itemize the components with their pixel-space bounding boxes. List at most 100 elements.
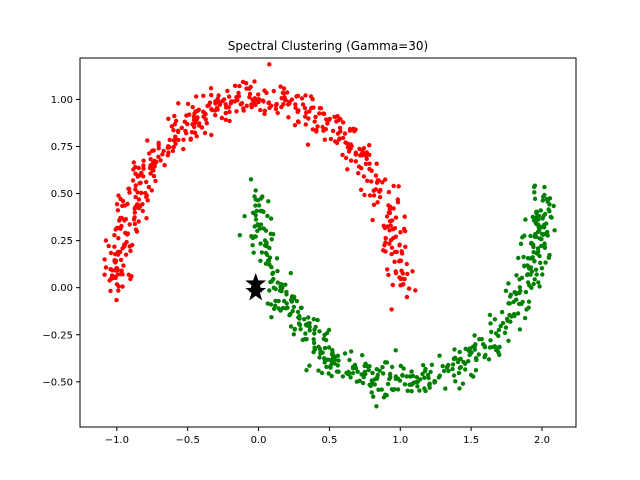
data-point <box>321 111 326 116</box>
plot-frame <box>79 57 577 428</box>
data-point <box>252 194 257 199</box>
data-point <box>302 317 307 322</box>
data-point <box>389 364 395 370</box>
data-point <box>244 103 249 109</box>
data-point <box>175 128 181 133</box>
data-point <box>516 255 521 261</box>
data-point <box>367 193 373 198</box>
data-point <box>350 370 356 376</box>
y-tick-label: 0.50 <box>51 189 73 200</box>
data-point <box>466 359 471 364</box>
data-point <box>361 174 367 179</box>
data-point <box>125 231 130 236</box>
data-point <box>237 233 242 238</box>
data-point <box>446 368 451 374</box>
data-point <box>524 307 529 312</box>
data-point <box>140 208 145 214</box>
data-point <box>415 384 420 389</box>
data-point <box>240 79 246 85</box>
data-point <box>194 117 200 122</box>
data-point <box>307 328 312 333</box>
data-point <box>542 222 547 227</box>
data-point <box>337 137 342 142</box>
data-point <box>145 138 150 143</box>
data-point <box>304 323 310 328</box>
data-point <box>342 131 348 136</box>
data-point <box>269 237 274 242</box>
data-point <box>357 153 363 158</box>
data-point <box>179 125 184 131</box>
data-point <box>326 345 332 350</box>
data-point <box>383 240 388 245</box>
data-point <box>269 279 274 284</box>
data-point <box>352 362 358 368</box>
data-point <box>378 187 383 193</box>
data-point <box>451 373 457 378</box>
data-point <box>534 272 539 277</box>
data-point <box>329 352 335 357</box>
data-point <box>379 387 384 392</box>
data-point <box>216 93 221 98</box>
data-point <box>108 250 114 256</box>
data-point <box>204 121 209 126</box>
data-point <box>391 206 396 211</box>
data-point <box>404 374 409 379</box>
data-point <box>296 321 302 326</box>
data-point <box>132 210 137 215</box>
data-point <box>312 119 317 124</box>
data-point <box>181 146 186 152</box>
data-point <box>220 99 225 104</box>
data-point <box>369 179 374 184</box>
data-point <box>444 365 450 370</box>
data-point <box>407 382 412 387</box>
data-point <box>531 244 536 250</box>
data-point <box>133 187 138 192</box>
data-point <box>112 258 117 263</box>
data-point <box>356 171 361 176</box>
data-point <box>537 284 542 289</box>
data-point <box>135 202 140 207</box>
data-point <box>522 263 527 268</box>
data-point <box>348 375 353 380</box>
data-point <box>506 281 511 286</box>
data-point <box>511 299 516 305</box>
data-point <box>482 345 488 350</box>
data-point <box>234 109 239 114</box>
data-point <box>404 294 410 300</box>
data-point <box>263 261 269 266</box>
data-point <box>162 163 167 168</box>
data-point <box>463 367 468 372</box>
data-point <box>373 173 379 178</box>
data-point <box>404 261 409 267</box>
data-point <box>136 219 141 224</box>
data-point <box>144 216 149 221</box>
data-point <box>127 186 132 192</box>
data-point <box>498 323 503 329</box>
data-point <box>190 122 195 127</box>
data-point <box>256 203 262 208</box>
data-point <box>452 347 457 352</box>
data-point <box>321 128 326 133</box>
data-point <box>299 305 304 310</box>
data-point <box>249 234 254 239</box>
data-point <box>288 270 293 276</box>
data-point <box>479 337 484 342</box>
data-point <box>132 221 138 227</box>
data-point <box>285 90 290 95</box>
data-point <box>549 215 554 220</box>
data-point <box>403 244 408 249</box>
data-point <box>343 155 349 161</box>
data-point <box>291 296 297 301</box>
data-point <box>514 273 519 278</box>
data-point <box>312 347 317 352</box>
data-point <box>297 316 302 321</box>
data-point <box>402 276 407 282</box>
data-point <box>345 167 350 172</box>
data-point <box>367 161 372 166</box>
data-point <box>171 138 177 143</box>
data-point <box>364 150 369 155</box>
data-point <box>375 372 380 378</box>
data-point <box>354 379 360 384</box>
data-point <box>330 128 336 134</box>
